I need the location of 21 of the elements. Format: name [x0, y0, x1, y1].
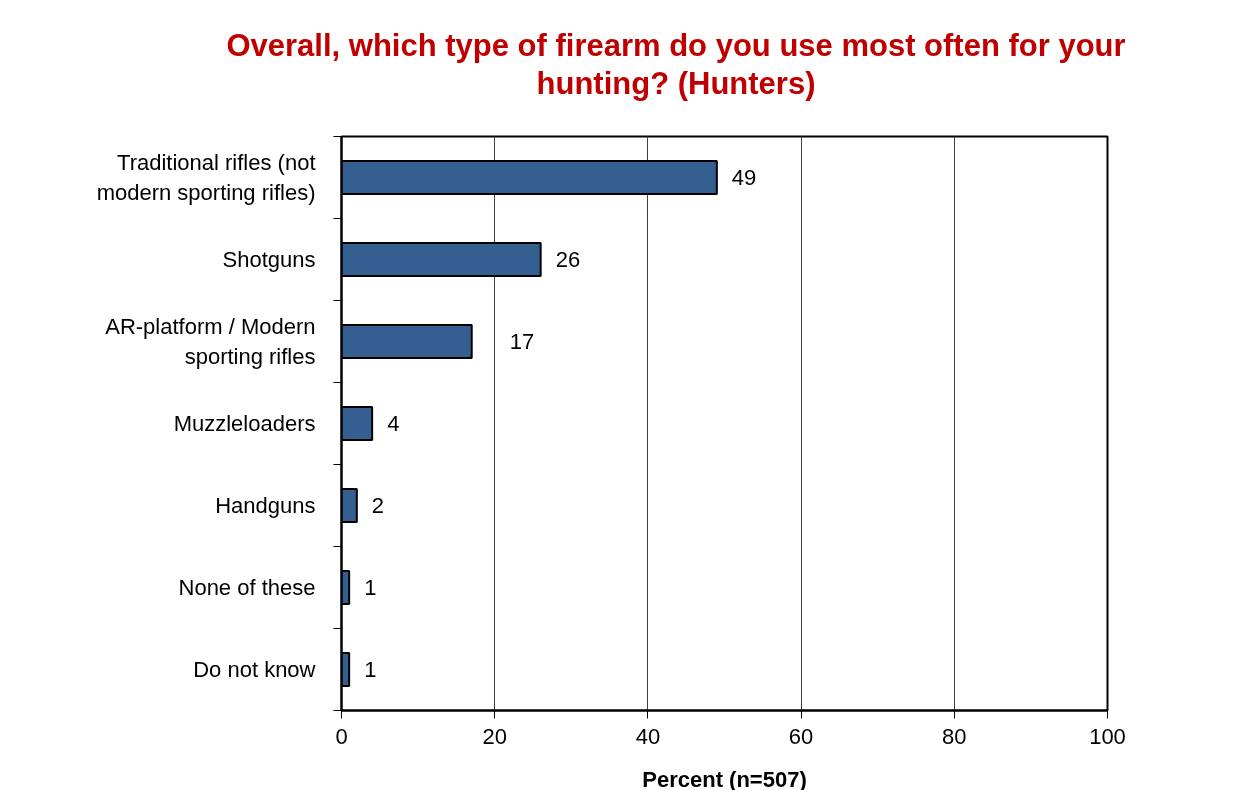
data-label: 49 — [731, 165, 757, 190]
y-tick-label: Traditional rifles (not modern sporting rifles) — [96, 150, 316, 205]
data-label: 26 — [555, 247, 581, 272]
y-tick-label: Shotguns — [222, 247, 316, 272]
y-tick-label: Handguns — [215, 493, 316, 518]
data-label: 17 — [509, 329, 535, 354]
data-label: 4 — [387, 411, 400, 436]
data-label: 2 — [371, 493, 385, 518]
x-tick-label: 100 — [1089, 723, 1126, 749]
y-tick-label: None of these — [178, 575, 316, 600]
data-label: 1 — [364, 575, 377, 600]
y-tick-label: Do not know — [193, 657, 316, 682]
y-tick-label: AR-platform / Modern sporting rifles — [105, 314, 316, 369]
x-tick-label: 60 — [788, 723, 814, 749]
x-tick-label: 20 — [482, 723, 507, 749]
data-label: 1 — [364, 657, 377, 682]
x-tick-label: 80 — [942, 723, 967, 749]
chart-title: Overall, which type of firearm do you use most often for your hunting? (Hunters) — [225, 27, 1127, 103]
x-tick-label: 0 — [335, 723, 348, 749]
y-tick-label: Muzzleloaders — [173, 411, 316, 436]
x-tick-label: 40 — [635, 723, 661, 749]
